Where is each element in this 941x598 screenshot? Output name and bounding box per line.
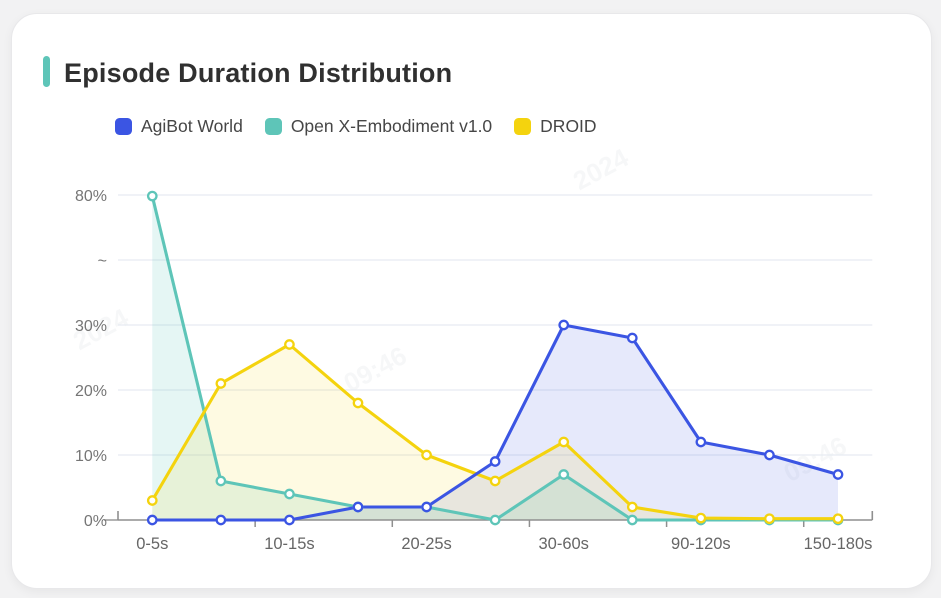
y-tick-label: 10% bbox=[75, 448, 107, 465]
chart-card: 2024 09:46 2024 09:46 Episode Duration D… bbox=[11, 13, 932, 589]
data-point-droid[interactable] bbox=[146, 495, 158, 506]
data-point-open-x-embodiment-v1-0[interactable] bbox=[626, 514, 638, 526]
y-tick-label: 0% bbox=[84, 513, 107, 530]
y-tick-label: 20% bbox=[75, 383, 107, 400]
x-tick-label: 10-15s bbox=[264, 535, 314, 553]
legend-item-droid[interactable]: DROID bbox=[514, 115, 597, 137]
data-point-droid[interactable] bbox=[832, 513, 844, 525]
data-point-agibot-world[interactable] bbox=[764, 449, 775, 461]
legend-label: DROID bbox=[540, 115, 597, 136]
x-tick-label: 0-5s bbox=[136, 535, 168, 553]
legend-item-agibot-world[interactable]: AgiBot World bbox=[115, 116, 243, 137]
data-point-droid[interactable] bbox=[489, 475, 501, 487]
legend-label: Open X-Embodiment v1.0 bbox=[290, 115, 493, 136]
data-point-droid[interactable] bbox=[421, 449, 432, 461]
x-tick-label: 90-120s bbox=[671, 535, 731, 553]
data-point-droid[interactable] bbox=[284, 339, 295, 350]
data-point-agibot-world[interactable] bbox=[215, 514, 227, 526]
data-point-droid[interactable] bbox=[215, 378, 227, 389]
x-tick-label: 30-60s bbox=[538, 535, 588, 553]
data-point-droid[interactable] bbox=[352, 397, 364, 409]
data-point-agibot-world[interactable] bbox=[352, 501, 364, 513]
chart-title: Episode Duration Distribution bbox=[64, 58, 453, 88]
y-tick-label: 80% bbox=[75, 188, 107, 205]
legend-item-open-x-embodiment-v1-0[interactable]: Open X-Embodiment v1.0 bbox=[264, 115, 493, 137]
legend: AgiBot World Open X-Embodiment v1.0 DROID bbox=[115, 114, 597, 138]
data-point-droid[interactable] bbox=[626, 501, 638, 513]
legend-swatch-icon bbox=[514, 117, 532, 135]
data-point-agibot-world[interactable] bbox=[284, 514, 295, 526]
legend-swatch-icon bbox=[264, 117, 282, 135]
data-point-agibot-world[interactable] bbox=[489, 456, 501, 467]
data-point-open-x-embodiment-v1-0[interactable] bbox=[284, 488, 295, 500]
x-tick-label: 20-25s bbox=[401, 535, 451, 553]
data-point-agibot-world[interactable] bbox=[146, 514, 158, 526]
legend-label: AgiBot World bbox=[141, 115, 243, 136]
series-area-droid bbox=[152, 344, 839, 520]
data-point-open-x-embodiment-v1-0[interactable] bbox=[215, 475, 227, 487]
y-tick-label: 30% bbox=[75, 318, 107, 335]
data-point-open-x-embodiment-v1-0[interactable] bbox=[558, 469, 570, 480]
data-point-agibot-world[interactable] bbox=[626, 332, 638, 344]
data-point-agibot-world[interactable] bbox=[421, 501, 432, 513]
series-area-open-x-embodiment-v1-0 bbox=[152, 196, 839, 521]
data-point-agibot-world[interactable] bbox=[558, 319, 570, 331]
line-chart: 0% 10% 20% 30% ~80% 0-5s 10-15s 20-25s 30-60s 90-… bbox=[75, 188, 874, 553]
data-point-open-x-embodiment-v1-0[interactable] bbox=[489, 514, 501, 526]
data-point-droid[interactable] bbox=[764, 513, 775, 525]
data-point-droid[interactable] bbox=[558, 436, 570, 448]
series-area-agibot-world bbox=[152, 325, 839, 520]
title-accent-bar bbox=[43, 56, 50, 87]
data-point-agibot-world[interactable] bbox=[832, 469, 844, 480]
data-point-droid[interactable] bbox=[695, 512, 707, 524]
data-point-open-x-embodiment-v1-0[interactable] bbox=[146, 190, 158, 202]
legend-swatch-icon bbox=[115, 117, 132, 135]
data-point-agibot-world[interactable] bbox=[695, 436, 707, 448]
x-tick-label: 150-180s bbox=[804, 535, 873, 553]
y-tick-label: ~ bbox=[98, 253, 107, 270]
